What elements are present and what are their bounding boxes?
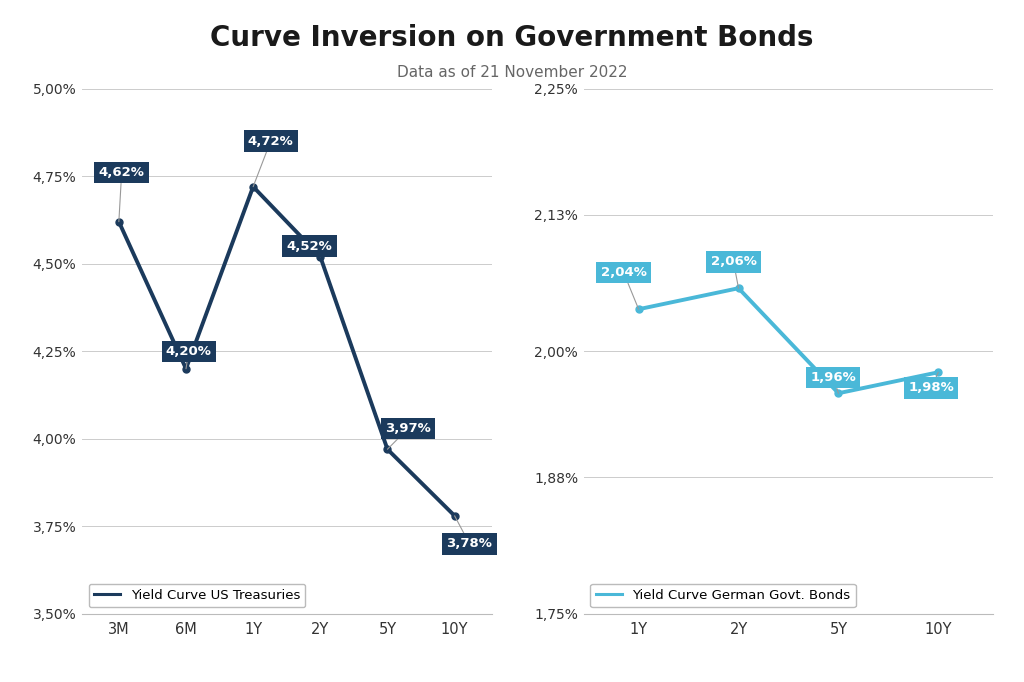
Legend: Yield Curve German Govt. Bonds: Yield Curve German Govt. Bonds (590, 584, 856, 607)
Text: 4,52%: 4,52% (287, 239, 333, 256)
Text: Curve Inversion on Government Bonds: Curve Inversion on Government Bonds (210, 24, 814, 52)
Text: 1,98%: 1,98% (908, 372, 954, 394)
Text: 2,06%: 2,06% (711, 256, 757, 288)
Text: 1,96%: 1,96% (810, 371, 856, 394)
Text: 4,72%: 4,72% (248, 134, 294, 187)
Text: 4,20%: 4,20% (166, 344, 212, 369)
Text: 3,78%: 3,78% (446, 516, 493, 550)
Legend: Yield Curve US Treasuries: Yield Curve US Treasuries (88, 584, 305, 607)
Text: 2,04%: 2,04% (601, 266, 646, 309)
Text: Data as of 21 November 2022: Data as of 21 November 2022 (396, 65, 628, 80)
Text: 4,62%: 4,62% (98, 166, 144, 222)
Text: 3,97%: 3,97% (385, 421, 431, 449)
